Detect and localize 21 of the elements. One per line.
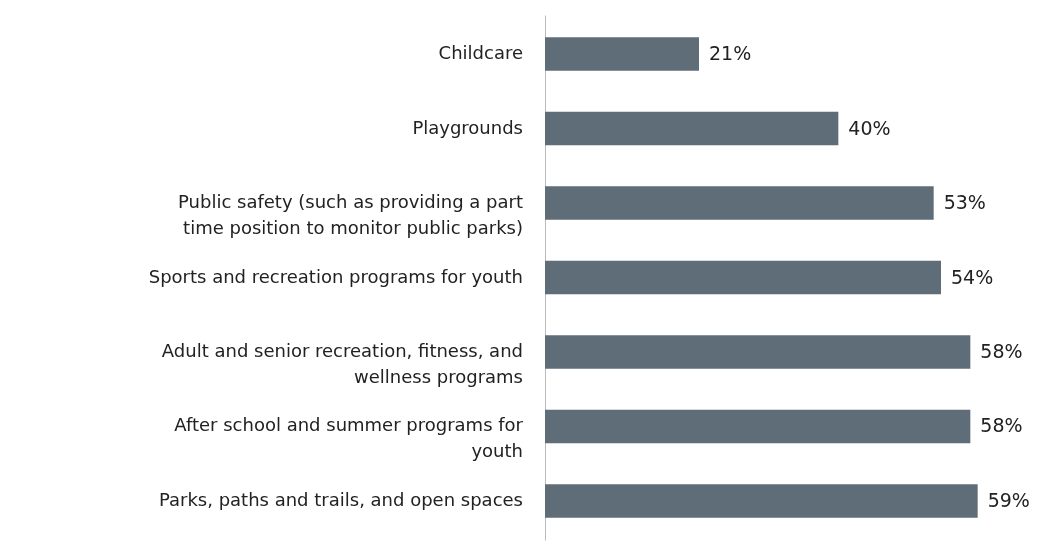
y-tick-label: Playgrounds xyxy=(412,116,523,138)
data-label: 58% xyxy=(980,339,1023,362)
y-tick-label: Adult and senior recreation, fitness, and wellness programs xyxy=(161,339,523,387)
y-tick-label: After school and summer programs for youth xyxy=(174,414,524,462)
bar xyxy=(545,37,699,71)
bar xyxy=(545,260,941,295)
data-label: 58% xyxy=(980,414,1023,437)
data-label: 59% xyxy=(987,488,1030,511)
bar xyxy=(545,186,934,220)
y-tick-label: Public safety (such as providing a part time position to monitor public parks) xyxy=(178,191,523,239)
y-tick-label: Parks, paths and trails, and open spaces xyxy=(158,488,523,510)
y-tick-label: Childcare xyxy=(438,42,523,64)
bar xyxy=(545,484,978,518)
bar xyxy=(545,111,839,146)
bar xyxy=(545,409,971,444)
data-label: 53% xyxy=(943,191,986,214)
data-label: 40% xyxy=(848,116,891,139)
bar xyxy=(545,335,971,369)
data-label: 21% xyxy=(709,42,752,65)
y-tick-label: Sports and recreation programs for youth xyxy=(148,265,523,287)
data-label: 54% xyxy=(951,265,994,288)
